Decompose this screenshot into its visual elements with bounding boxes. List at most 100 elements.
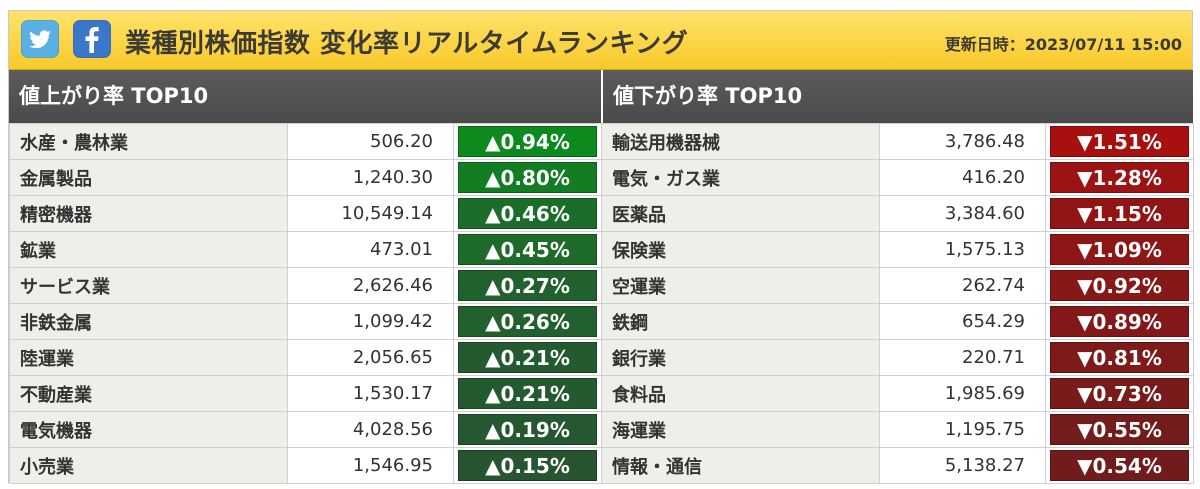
index-value: 2,056.65 — [287, 339, 454, 376]
sector-name: 電気・ガス業 — [601, 159, 880, 196]
gainers-column: 値上がり率 TOP10 水産・農林業 506.20 ▲0.94% 金属製品 1,240.… — [9, 70, 602, 484]
table-row[interactable]: 鉱業 473.01 ▲0.45% — [9, 231, 602, 268]
change-cell: ▲0.21% — [453, 339, 602, 376]
table-row[interactable]: 食料品 1,985.69 ▼0.73% — [601, 375, 1194, 412]
change-badge: ▲0.21% — [458, 342, 597, 373]
change-cell: ▼1.09% — [1045, 231, 1194, 268]
losers-header: 値下がり率 TOP10 — [601, 70, 1193, 123]
updated-timestamp: 更新日時：2023/07/11 15:00 — [944, 35, 1182, 54]
table-row[interactable]: 陸運業 2,056.65 ▲0.21% — [9, 339, 602, 376]
index-value: 4,028.56 — [287, 411, 454, 448]
change-cell: ▲0.26% — [453, 303, 602, 340]
index-value: 3,786.48 — [879, 123, 1046, 160]
gainers-header: 値上がり率 TOP10 — [9, 70, 601, 123]
header-bar: 業種別株価指数 変化率リアルタイムランキング 更新日時：2023/07/11 1… — [9, 11, 1192, 70]
index-value: 416.20 — [879, 159, 1046, 196]
change-badge: ▼0.81% — [1050, 342, 1189, 373]
change-badge: ▼0.92% — [1050, 270, 1189, 301]
sector-name: 金属製品 — [9, 159, 288, 196]
change-cell: ▲0.46% — [453, 195, 602, 232]
table-row[interactable]: サービス業 2,626.46 ▲0.27% — [9, 267, 602, 304]
losers-column: 値下がり率 TOP10 輸送用機器械 3,786.48 ▼1.51% 電気・ガス業 41… — [601, 70, 1194, 484]
change-cell: ▼0.92% — [1045, 267, 1194, 304]
change-cell: ▼0.73% — [1045, 375, 1194, 412]
index-value: 262.74 — [879, 267, 1046, 304]
index-value: 1,530.17 — [287, 375, 454, 412]
table-row[interactable]: 保険業 1,575.13 ▼1.09% — [601, 231, 1194, 268]
sector-name: サービス業 — [9, 267, 288, 304]
index-value: 654.29 — [879, 303, 1046, 340]
table-row[interactable]: 不動産業 1,530.17 ▲0.21% — [9, 375, 602, 412]
table-row[interactable]: 海運業 1,195.75 ▼0.55% — [601, 411, 1194, 448]
sector-name: 精密機器 — [9, 195, 288, 232]
change-badge: ▲0.45% — [458, 234, 597, 265]
change-badge: ▲0.15% — [458, 450, 597, 481]
sector-name: 電気機器 — [9, 411, 288, 448]
change-badge: ▼0.54% — [1050, 450, 1189, 481]
index-value: 506.20 — [287, 123, 454, 160]
change-cell: ▲0.94% — [453, 123, 602, 160]
facebook-icon[interactable] — [73, 20, 111, 58]
change-cell: ▼0.89% — [1045, 303, 1194, 340]
change-cell: ▼1.28% — [1045, 159, 1194, 196]
change-badge: ▲0.19% — [458, 414, 597, 445]
table-row[interactable]: 小売業 1,546.95 ▲0.15% — [9, 447, 602, 484]
sector-name: 保険業 — [601, 231, 880, 268]
change-cell: ▲0.80% — [453, 159, 602, 196]
table-row[interactable]: 情報・通信 5,138.27 ▼0.54% — [601, 447, 1194, 484]
sector-name: 情報・通信 — [601, 447, 880, 484]
table-row[interactable]: 電気機器 4,028.56 ▲0.19% — [9, 411, 602, 448]
sector-name: 鉄鋼 — [601, 303, 880, 340]
sector-name: 食料品 — [601, 375, 880, 412]
change-badge: ▼0.55% — [1050, 414, 1189, 445]
change-badge: ▲0.27% — [458, 270, 597, 301]
change-badge: ▲0.94% — [458, 126, 597, 157]
index-value: 10,549.14 — [287, 195, 454, 232]
change-badge: ▲0.26% — [458, 306, 597, 337]
index-value: 1,195.75 — [879, 411, 1046, 448]
sector-name: 医薬品 — [601, 195, 880, 232]
gainers-table: 水産・農林業 506.20 ▲0.94% 金属製品 1,240.30 ▲0.80% 精密機器… — [9, 123, 602, 484]
sector-name: 輸送用機器械 — [601, 123, 880, 160]
table-row[interactable]: 輸送用機器械 3,786.48 ▼1.51% — [601, 123, 1194, 160]
index-value: 1,546.95 — [287, 447, 454, 484]
index-value: 220.71 — [879, 339, 1046, 376]
change-cell: ▼1.51% — [1045, 123, 1194, 160]
change-badge: ▼1.09% — [1050, 234, 1189, 265]
sector-name: 非鉄金属 — [9, 303, 288, 340]
table-row[interactable]: 空運業 262.74 ▼0.92% — [601, 267, 1194, 304]
change-badge: ▲0.21% — [458, 378, 597, 409]
change-cell: ▲0.15% — [453, 447, 602, 484]
twitter-icon[interactable] — [21, 20, 59, 58]
table-row[interactable]: 銀行業 220.71 ▼0.81% — [601, 339, 1194, 376]
sector-name: 水産・農林業 — [9, 123, 288, 160]
change-badge: ▼1.28% — [1050, 162, 1189, 193]
change-cell: ▼0.55% — [1045, 411, 1194, 448]
change-badge: ▼1.51% — [1050, 126, 1189, 157]
change-cell: ▲0.45% — [453, 231, 602, 268]
index-value: 1,240.30 — [287, 159, 454, 196]
index-value: 1,099.42 — [287, 303, 454, 340]
change-cell: ▼0.54% — [1045, 447, 1194, 484]
page-title: 業種別株価指数 変化率リアルタイムランキング — [125, 29, 689, 59]
table-row[interactable]: 水産・農林業 506.20 ▲0.94% — [9, 123, 602, 160]
index-value: 1,985.69 — [879, 375, 1046, 412]
sector-name: 陸運業 — [9, 339, 288, 376]
table-row[interactable]: 精密機器 10,549.14 ▲0.46% — [9, 195, 602, 232]
table-row[interactable]: 医薬品 3,384.60 ▼1.15% — [601, 195, 1194, 232]
table-row[interactable]: 金属製品 1,240.30 ▲0.80% — [9, 159, 602, 196]
table-row[interactable]: 鉄鋼 654.29 ▼0.89% — [601, 303, 1194, 340]
table-row[interactable]: 電気・ガス業 416.20 ▼1.28% — [601, 159, 1194, 196]
table-row[interactable]: 非鉄金属 1,099.42 ▲0.26% — [9, 303, 602, 340]
ranking-panel: 業種別株価指数 変化率リアルタイムランキング 更新日時：2023/07/11 1… — [8, 10, 1194, 484]
sector-name: 小売業 — [9, 447, 288, 484]
change-cell: ▲0.27% — [453, 267, 602, 304]
index-value: 3,384.60 — [879, 195, 1046, 232]
sector-name: 銀行業 — [601, 339, 880, 376]
losers-table: 輸送用機器械 3,786.48 ▼1.51% 電気・ガス業 416.20 ▼1.28% 医薬… — [601, 123, 1194, 484]
change-badge: ▲0.46% — [458, 198, 597, 229]
change-cell: ▲0.19% — [453, 411, 602, 448]
change-badge: ▼1.15% — [1050, 198, 1189, 229]
sector-name: 鉱業 — [9, 231, 288, 268]
change-cell: ▼1.15% — [1045, 195, 1194, 232]
